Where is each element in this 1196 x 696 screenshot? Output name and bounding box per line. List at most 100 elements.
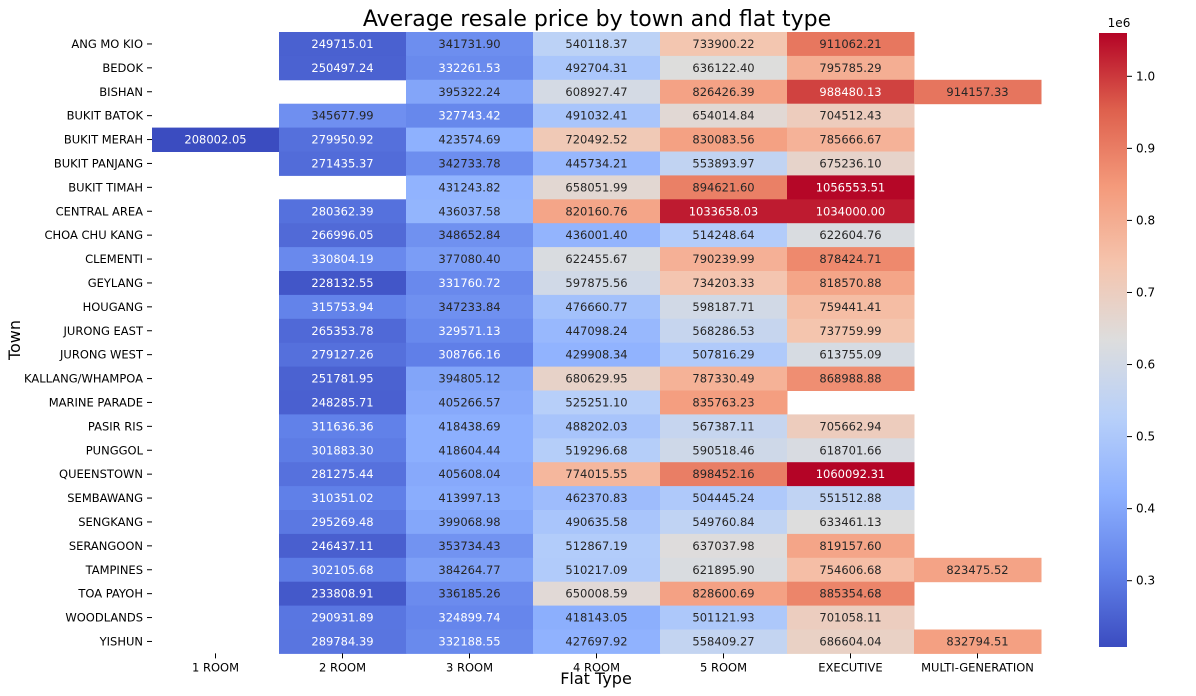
y-tick-label: QUEENSTOWN [59, 467, 143, 481]
cell-value-label: 567387.11 [692, 419, 754, 433]
cell-value-label: 878424.71 [819, 252, 881, 266]
colorbar-tick-label: 0.7 [1136, 285, 1155, 299]
cell-value-label: 490635.58 [565, 515, 627, 529]
heatmap-cell [787, 199, 915, 224]
heatmap-cell [279, 271, 407, 296]
cell-value-label: 289784.39 [311, 634, 373, 648]
cell-value-label: 553893.97 [692, 156, 754, 170]
cell-value-label: 754606.68 [819, 563, 881, 577]
colorbar-scale-label: 1e6 [1108, 16, 1131, 30]
y-tick-label: BEDOK [102, 61, 143, 75]
heatmap-cell [533, 79, 661, 105]
cell-value-label: 271435.37 [311, 156, 373, 170]
heatmap-cell [279, 629, 407, 654]
cell-value-label: 1034000.00 [816, 204, 886, 218]
heatmap-cell [787, 175, 915, 200]
heatmap-cell [787, 510, 915, 535]
cell-value-label: 332261.53 [438, 61, 500, 75]
cell-value-label: 558409.27 [692, 634, 754, 648]
heatmap-cell [279, 366, 407, 391]
cell-value-label: 618701.66 [819, 443, 881, 457]
y-tick-label: BUKIT BATOK [67, 109, 144, 123]
heatmap-cell [406, 175, 534, 200]
heatmap-cell [533, 414, 661, 439]
heatmap-cell [787, 629, 915, 654]
heatmap-cell [660, 581, 788, 607]
y-tick-label: BISHAN [99, 85, 143, 99]
heatmap-cell [660, 151, 788, 176]
heatmap-cell [406, 533, 534, 559]
heatmap-cell [660, 366, 788, 391]
heatmap-cell [660, 533, 788, 559]
cell-value-label: 331760.72 [438, 276, 500, 290]
y-tick-label: ANG MO KIO [71, 37, 143, 51]
cell-value-label: 301883.30 [311, 443, 373, 457]
heatmap-cell [533, 605, 661, 630]
heatmap-cell [660, 414, 788, 439]
heatmap-cell [533, 533, 661, 559]
cell-value-label: 405266.57 [438, 395, 500, 409]
cell-value-label: 514248.64 [692, 228, 754, 242]
cell-value-label: 504445.24 [692, 491, 754, 505]
heatmap-cell [787, 533, 915, 559]
heatmap-cell [406, 462, 534, 487]
heatmap-cell [787, 223, 915, 248]
cell-value-label: 324899.74 [438, 611, 500, 625]
cell-value-label: 447098.24 [565, 324, 627, 338]
heatmap-cell [279, 462, 407, 487]
x-tick-label: MULTI-GENERATION [921, 660, 1034, 674]
y-axis-label: Town [5, 320, 24, 361]
chart-title: Average resale price by town and flat ty… [363, 7, 831, 32]
cell-value-label: 734203.33 [692, 276, 754, 290]
cell-value-label: 418438.69 [438, 419, 500, 433]
heatmap-cell [660, 79, 788, 105]
y-tick-label: JURONG EAST [63, 324, 144, 338]
cell-value-label: 501121.93 [692, 611, 754, 625]
heatmap-cell [406, 486, 534, 511]
heatmap-cell [787, 79, 915, 105]
cell-value-label: 279127.26 [311, 348, 373, 362]
cell-value-label: 423574.69 [438, 133, 500, 147]
heatmap-cell [787, 103, 915, 129]
heatmap-cell [279, 581, 407, 607]
cell-value-label: 819157.60 [819, 539, 881, 553]
heatmap-cell [787, 438, 915, 463]
cell-value-label: 302105.68 [311, 563, 373, 577]
cell-value-label: 835763.23 [692, 395, 754, 409]
y-tick-label: PUNGGOL [86, 443, 144, 457]
heatmap-cell [533, 271, 661, 296]
heatmap-cell [406, 294, 534, 320]
cell-value-label: 265353.78 [311, 324, 373, 338]
y-tick-label: MARINE PARADE [49, 395, 143, 409]
heatmap-cell [660, 390, 788, 415]
heatmap-cell [406, 318, 534, 344]
heatmap-cell [279, 55, 407, 81]
cell-value-label: 568286.53 [692, 324, 754, 338]
heatmap-cells [152, 32, 1042, 654]
heatmap-cell [533, 629, 661, 654]
heatmap-cell [533, 486, 661, 511]
heatmap-cell [406, 32, 534, 57]
y-tick-label: CENTRAL AREA [56, 204, 144, 218]
heatmap-cell [533, 366, 661, 391]
colorbar-gradient [1099, 33, 1127, 647]
cell-value-label: 914157.33 [946, 85, 1008, 99]
cell-value-label: 787330.49 [692, 372, 754, 386]
heatmap-cell [660, 605, 788, 630]
heatmap-cell [406, 366, 534, 391]
y-tick-label: SERANGOON [69, 539, 143, 553]
cell-value-label: 431243.82 [438, 180, 500, 194]
heatmap-cell [660, 318, 788, 344]
cell-value-label: 395322.24 [438, 85, 500, 99]
cell-value-label: 399068.98 [438, 515, 500, 529]
heatmap-cell [787, 32, 915, 57]
cell-value-label: 597875.56 [565, 276, 627, 290]
heatmap-cell [787, 127, 915, 152]
cell-value-label: 353734.43 [438, 539, 500, 553]
heatmap-cell [660, 629, 788, 654]
cell-value-label: 507816.29 [692, 348, 754, 362]
heatmap-cell [279, 103, 407, 129]
cell-value-label: 208002.05 [184, 133, 246, 147]
heatmap-cell [533, 390, 661, 415]
cell-value-label: 436037.58 [438, 204, 500, 218]
